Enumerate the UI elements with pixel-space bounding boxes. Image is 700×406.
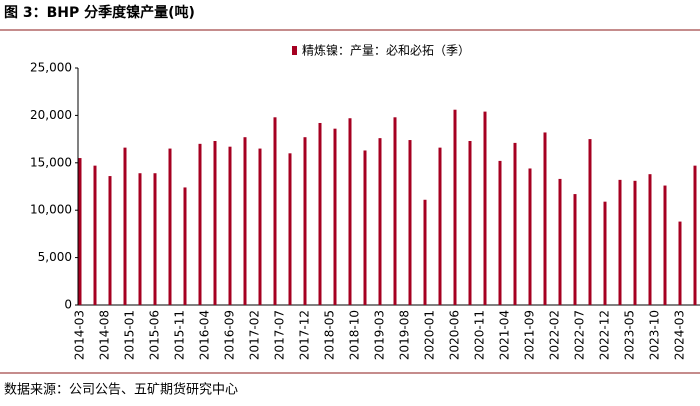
x-tick-label: 2017-07	[273, 310, 287, 360]
x-tick-label: 2017-12	[298, 310, 312, 360]
x-tick-label: 2017-02	[248, 310, 262, 360]
x-tick-label: 2016-04	[198, 310, 212, 360]
y-tick-label: 20,000	[30, 108, 72, 122]
bar	[573, 194, 577, 305]
x-tick-label: 2019-08	[398, 310, 412, 360]
bar	[498, 160, 502, 305]
x-tick-label: 2018-05	[323, 310, 337, 360]
bar	[108, 176, 112, 305]
bar	[228, 146, 232, 305]
x-tick-label: 2015-01	[123, 310, 137, 360]
y-tick-label: 5,000	[38, 250, 72, 264]
bar	[513, 142, 517, 305]
x-tick-label: 2021-04	[498, 310, 512, 360]
bar	[558, 178, 562, 305]
bar	[678, 221, 682, 305]
legend-swatch	[292, 46, 297, 55]
bar	[408, 140, 412, 305]
x-tick-label: 2015-06	[148, 310, 162, 360]
bar	[438, 147, 442, 305]
bar	[168, 148, 172, 305]
x-tick-label: 2022-12	[598, 310, 612, 360]
x-tick-label: 2016-09	[223, 310, 237, 360]
bar	[333, 128, 337, 305]
bar	[93, 165, 97, 305]
bar	[693, 165, 697, 305]
bar	[213, 140, 217, 305]
bar	[273, 117, 277, 306]
x-tick-label: 2020-06	[448, 310, 462, 360]
x-tick-label: 2022-02	[548, 310, 562, 360]
bar	[153, 173, 157, 305]
bar	[633, 180, 637, 305]
y-tick-label: 10,000	[30, 203, 72, 217]
y-tick-label: 0	[64, 298, 72, 312]
bar	[543, 132, 547, 305]
bar	[618, 179, 622, 305]
bar	[123, 147, 127, 305]
x-tick-label: 2014-08	[98, 310, 112, 360]
bar	[468, 140, 472, 305]
bar	[648, 174, 652, 305]
bar	[138, 173, 142, 305]
x-tick-label: 2022-07	[573, 310, 587, 360]
bar	[198, 143, 202, 305]
y-tick-label: 25,000	[30, 61, 72, 75]
x-tick-label: 2014-03	[73, 310, 87, 360]
bar	[288, 153, 292, 305]
x-tick-label: 2023-05	[623, 310, 637, 360]
bar	[483, 111, 487, 305]
bar	[603, 201, 607, 305]
x-tick-label: 2024-03	[673, 310, 687, 360]
x-tick-label: 2018-10	[348, 310, 362, 360]
bar	[588, 139, 592, 305]
chart-title: 图 3：BHP 分季度镍产量(吨)	[4, 4, 195, 21]
x-tick-label: 2015-11	[173, 310, 187, 360]
source-note: 数据来源：公司公告、五矿期货研究中心	[4, 382, 238, 398]
bar	[183, 187, 187, 305]
bar	[393, 117, 397, 306]
bar	[363, 150, 367, 305]
x-tick-label: 2020-01	[423, 310, 437, 360]
bar	[423, 199, 427, 305]
bar	[528, 168, 532, 305]
y-tick-label: 15,000	[30, 155, 72, 169]
legend-label: 精炼镍：产量：必和必拓（季）	[302, 43, 470, 58]
x-tick-label: 2021-09	[523, 310, 537, 360]
x-tick-label: 2019-03	[373, 310, 387, 360]
bar	[258, 148, 262, 305]
bar	[453, 109, 457, 305]
x-tick-label: 2020-11	[473, 310, 487, 360]
bar	[303, 137, 307, 305]
bar	[243, 137, 247, 305]
bar	[663, 185, 667, 305]
bar	[348, 118, 352, 305]
bar	[318, 122, 322, 305]
x-tick-label: 2023-10	[648, 310, 662, 360]
bar	[78, 158, 82, 305]
bar	[378, 138, 382, 305]
